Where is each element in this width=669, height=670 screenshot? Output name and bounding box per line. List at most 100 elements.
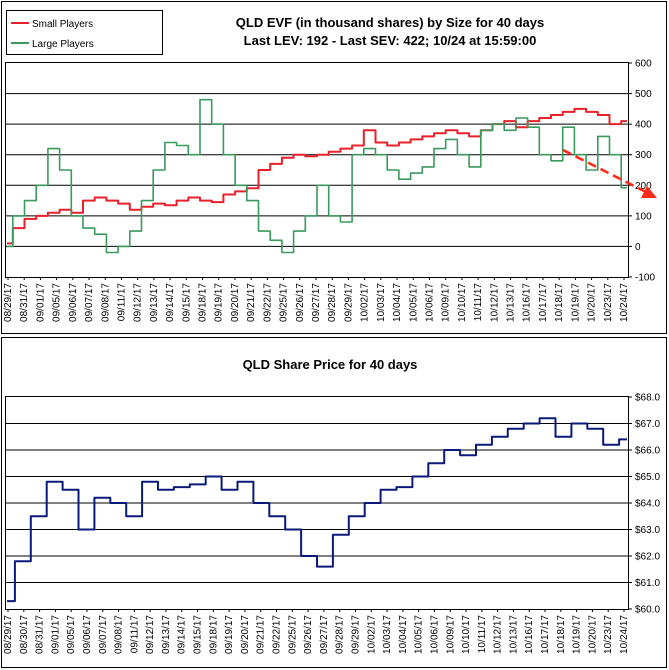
x-tick-label: 10/04/17: [392, 283, 403, 322]
x-tick-label: 09/14/17: [165, 283, 176, 322]
x-tick-label: 09/15/17: [181, 283, 192, 322]
series-line-qld-share-price: [7, 417, 627, 603]
x-tick-label: 10/06/17: [429, 615, 440, 654]
y-tick-label: 500: [635, 89, 652, 100]
x-tick-label: 10/12/17: [493, 615, 504, 654]
x-tick-label: 09/22/17: [272, 615, 283, 654]
x-tick-label: 08/31/17: [35, 615, 46, 654]
x-tick-label: 09/05/17: [52, 283, 63, 322]
x-tick-label: 09/20/17: [230, 283, 241, 322]
x-tick-label: 09/19/17: [224, 615, 235, 654]
y-tick-label: $60.0: [635, 605, 660, 616]
x-tick-label: 10/16/17: [522, 283, 533, 322]
x-tick-label: 09/06/17: [82, 615, 93, 654]
bottom-chart-title: QLD Share Price for 40 days: [243, 357, 418, 372]
x-tick-label: 10/13/17: [508, 615, 519, 654]
bottom-x-tick-labels: 08/29/17 08/30/17 08/31/17 09/01/17 09/05/17…: [3, 615, 630, 654]
x-tick-label: 10/10/17: [457, 283, 468, 322]
x-tick-label: 09/28/17: [335, 615, 346, 654]
x-tick-label: 09/27/17: [311, 283, 322, 322]
x-tick-label: 10/11/17: [477, 615, 488, 654]
x-tick-label: 09/13/17: [161, 615, 172, 654]
y-tick-label: -100: [635, 273, 655, 284]
top-plot-area: [5, 62, 629, 278]
x-tick-label: 10/04/17: [398, 615, 409, 654]
x-tick-label: 09/25/17: [279, 283, 290, 322]
x-tick-label: 10/02/17: [366, 615, 377, 654]
x-tick-label: 09/29/17: [343, 283, 354, 322]
x-tick-label: 10/09/17: [445, 615, 456, 654]
x-tick-label: 10/18/17: [554, 283, 565, 322]
x-tick-label: 10/10/17: [461, 615, 472, 654]
trend-arrow-head: [641, 186, 657, 198]
x-tick-label: 10/20/17: [587, 615, 598, 654]
y-tick-label: 600: [635, 59, 652, 70]
x-tick-label: 09/05/17: [66, 615, 77, 654]
x-tick-label: 09/07/17: [98, 615, 109, 654]
y-tick-label: $65.0: [635, 472, 660, 483]
y-tick-label: $68.0: [635, 393, 660, 404]
y-tick-label: 300: [635, 150, 652, 161]
y-tick-label: $66.0: [635, 446, 660, 457]
x-tick-label: 09/19/17: [214, 283, 225, 322]
top-chart-subtitle: Last LEV: 192 - Last SEV: 422; 10/24 at …: [244, 33, 537, 48]
x-tick-label: 10/24/17: [619, 615, 630, 654]
y-tick-label: $62.0: [635, 552, 660, 563]
x-tick-label: 09/08/17: [114, 615, 125, 654]
x-tick-label: 08/30/17: [19, 615, 30, 654]
legend: Small Players Large Players: [6, 10, 163, 55]
top-x-tick-labels: 08/29/17 08/31/17 09/01/17 09/05/17 09/06/17…: [3, 283, 630, 322]
x-tick-label: 09/18/17: [198, 283, 209, 322]
x-tick-label: 10/03/17: [382, 615, 393, 654]
y-tick-label: 400: [635, 120, 652, 131]
top-series-lines: [7, 98, 627, 254]
trend-arrow-line: [562, 148, 647, 194]
x-tick-label: 09/29/17: [350, 615, 361, 654]
bottom-series-lines: [7, 417, 627, 603]
top-gridlines: [6, 62, 632, 280]
x-tick-label: 10/23/17: [603, 615, 614, 654]
x-tick-label: 09/28/17: [327, 283, 338, 322]
y-tick-label: 100: [635, 211, 652, 222]
x-tick-label: 10/17/17: [538, 283, 549, 322]
x-tick-label: 10/17/17: [540, 615, 551, 654]
x-tick-label: 10/02/17: [360, 283, 371, 322]
x-tick-label: 09/18/17: [208, 615, 219, 654]
x-tick-label: 10/16/17: [524, 615, 535, 654]
x-tick-label: 09/14/17: [177, 615, 188, 654]
x-tick-label: 08/29/17: [3, 615, 14, 654]
y-tick-label: $63.0: [635, 525, 660, 536]
series-line-small-players: [7, 107, 627, 245]
y-tick-label: 200: [635, 181, 652, 192]
y-tick-label: 0: [635, 242, 641, 253]
x-tick-label: 10/05/17: [408, 283, 419, 322]
y-tick-label: $61.0: [635, 578, 660, 589]
x-tick-label: 10/20/17: [587, 283, 598, 322]
x-tick-label: 10/11/17: [473, 283, 484, 322]
trend-arrow: [562, 148, 657, 198]
x-tick-label: 10/19/17: [570, 283, 581, 322]
legend-box: [6, 10, 163, 55]
x-tick-label: 10/09/17: [441, 283, 452, 322]
top-y-tick-labels: -100 0 100 200 300 400 500 600: [635, 59, 655, 284]
legend-small-players-label: Small Players: [32, 19, 93, 30]
x-tick-label: 09/01/17: [50, 615, 61, 654]
x-tick-label: 09/21/17: [246, 283, 257, 322]
legend-large-players-label: Large Players: [32, 39, 94, 50]
y-tick-label: $64.0: [635, 499, 660, 510]
x-tick-label: 09/26/17: [303, 615, 314, 654]
x-tick-label: 09/06/17: [68, 283, 79, 322]
top-chart-title: QLD EVF (in thousand shares) by Size for…: [236, 15, 544, 30]
x-tick-label: 10/06/17: [424, 283, 435, 322]
x-tick-label: 09/12/17: [133, 283, 144, 322]
x-tick-label: 09/07/17: [84, 283, 95, 322]
x-tick-label: 09/15/17: [193, 615, 204, 654]
x-tick-label: 09/12/17: [145, 615, 156, 654]
x-tick-label: 08/31/17: [19, 283, 30, 322]
x-tick-label: 10/19/17: [572, 615, 583, 654]
x-tick-label: 09/13/17: [149, 283, 160, 322]
x-tick-label: 08/29/17: [3, 283, 14, 322]
x-tick-label: 09/21/17: [256, 615, 267, 654]
series-line-large-players: [7, 98, 627, 254]
